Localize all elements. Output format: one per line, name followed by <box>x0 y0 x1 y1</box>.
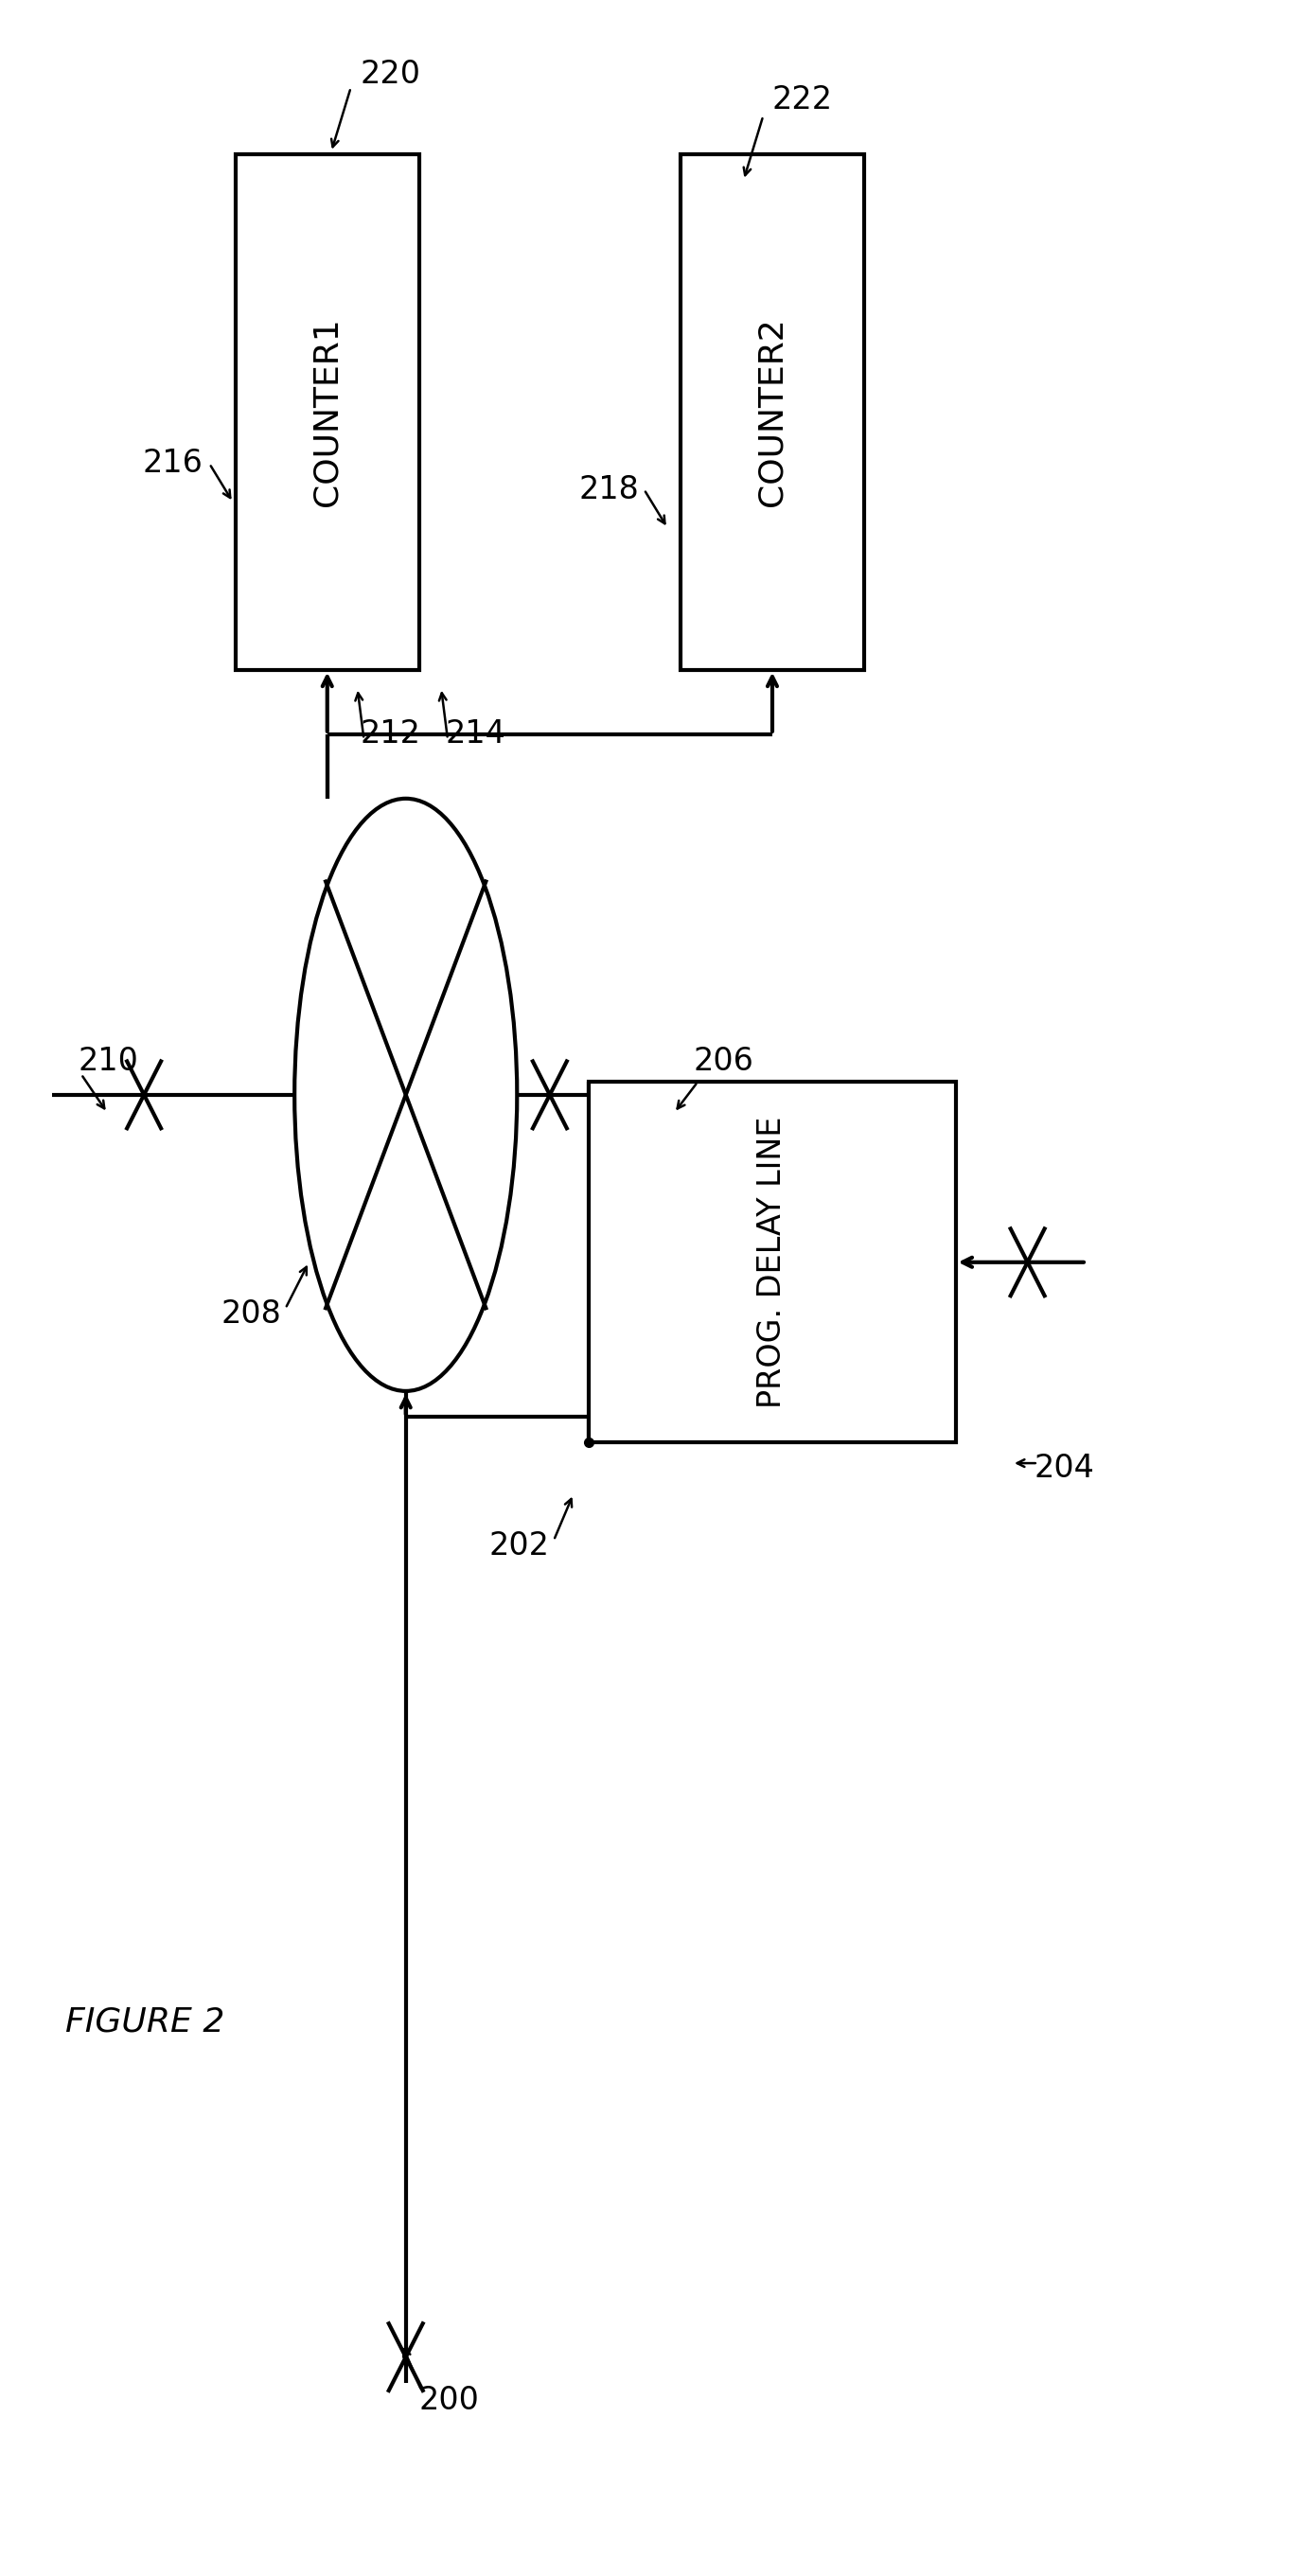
Text: PROG. DELAY LINE: PROG. DELAY LINE <box>757 1115 788 1409</box>
Text: 202: 202 <box>490 1530 550 1561</box>
Text: 220: 220 <box>360 59 420 90</box>
Text: 208: 208 <box>221 1298 281 1329</box>
Text: 222: 222 <box>772 85 833 116</box>
Text: 210: 210 <box>79 1046 139 1077</box>
Text: 206: 206 <box>694 1046 754 1077</box>
Text: FIGURE 2: FIGURE 2 <box>65 2007 225 2038</box>
Text: 204: 204 <box>1034 1453 1094 1484</box>
Bar <box>236 155 419 670</box>
Bar <box>589 1082 956 1443</box>
Text: 212: 212 <box>360 719 420 750</box>
Bar <box>681 155 864 670</box>
Text: COUNTER1: COUNTER1 <box>312 317 343 507</box>
Text: 218: 218 <box>579 474 639 505</box>
Text: 200: 200 <box>419 2385 479 2416</box>
Text: COUNTER2: COUNTER2 <box>757 317 788 507</box>
Ellipse shape <box>295 799 517 1391</box>
Text: 214: 214 <box>445 719 505 750</box>
Text: 216: 216 <box>143 448 203 479</box>
